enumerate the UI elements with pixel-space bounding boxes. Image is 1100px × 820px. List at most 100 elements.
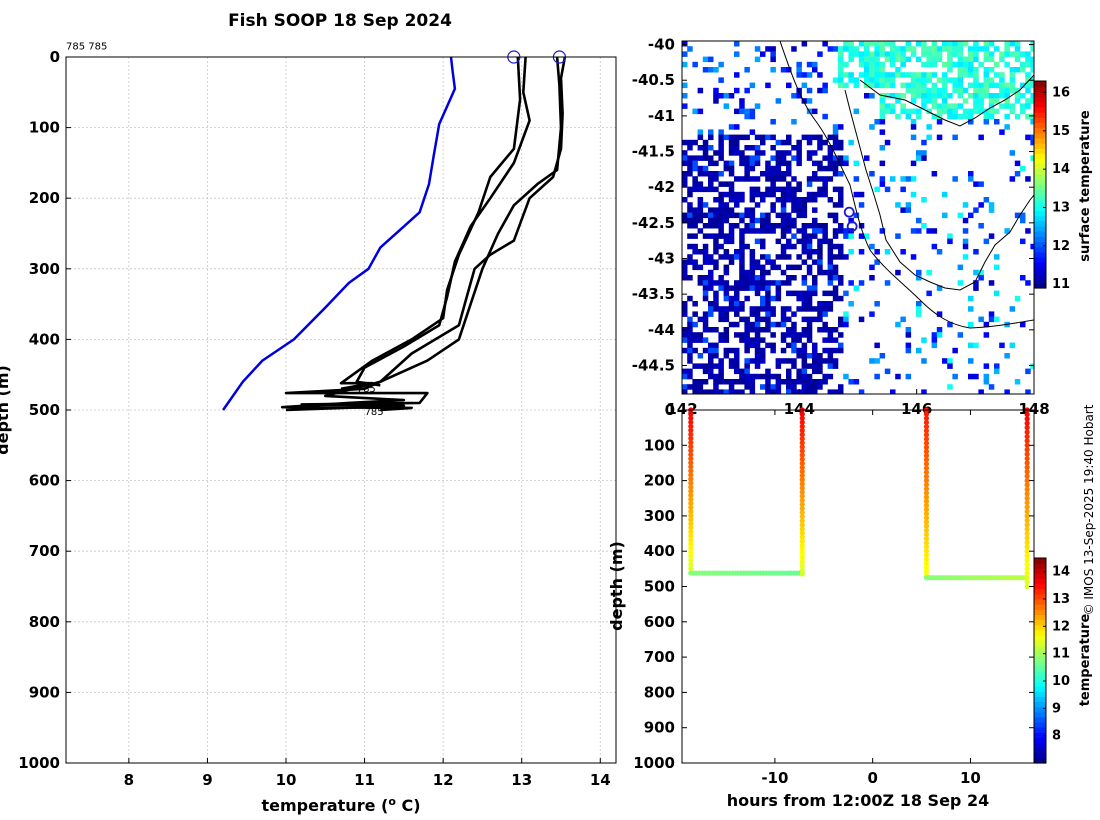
sst-cell [843,72,849,78]
sst-cell [723,207,730,213]
sst-cell [874,72,880,78]
sst-cell [858,223,865,229]
sst-cell [723,191,730,198]
sst-cell [713,197,719,203]
sst-cell [702,150,709,156]
sst-cell [921,139,927,146]
sst-cell [869,243,875,250]
sst-cell [822,155,828,161]
hovmoller-point-descent-1 [688,537,694,543]
sst-cell [702,311,709,317]
sst-cell [890,41,896,47]
hovmoller-point-descent-1 [688,443,694,450]
sst-cell [832,77,839,83]
sst-cell [1009,342,1016,349]
map-colorbar-swatch [1034,220,1046,227]
sst-cell [749,217,756,224]
profile-x-tick-label: 10 [276,771,297,789]
hovmoller-point-ascent-1 [799,571,805,577]
sst-cell [806,332,813,338]
hovmoller-colorbar-tick-label: 13 [1052,592,1070,607]
hovmoller-colorbar-tick-label: 10 [1052,674,1070,689]
sst-cell [812,347,818,354]
sst-cell [1025,389,1031,394]
sst-cell [827,259,834,265]
profile-panel: 8 9 10 11 12 13 140100200300400500600700800900… [0,41,617,815]
sst-cell [858,61,865,68]
sst-cell [890,389,896,394]
sst-cell [718,316,724,323]
sst-cell [765,160,771,167]
sst-cell [754,316,761,323]
sst-cell [822,113,828,120]
sst-cell [983,363,990,369]
hovmoller-y-tick-label: 700 [644,648,675,666]
sst-cell [728,379,735,385]
sst-cell [983,87,990,94]
sst-cell [682,368,688,375]
sst-cell [739,233,745,239]
sst-cell [832,358,839,364]
sst-cell [931,228,938,234]
sst-cell [890,176,896,182]
sst-cell [817,264,823,271]
sst-cell [874,249,880,255]
sst-cell [994,72,1000,78]
hovmoller-point-descent-2 [923,457,930,463]
sst-cell [786,275,792,281]
sst-cell [957,264,964,271]
sst-cell [682,51,688,57]
sst-cell [786,332,792,338]
map-colorbar-swatch [1034,122,1046,129]
sst-cell [942,98,948,104]
sst-cell [718,155,724,161]
sst-cell [780,321,787,328]
sst-cell [744,280,750,286]
sst-cell [843,46,849,52]
sst-cell [890,61,896,68]
sst-cell [916,41,922,47]
map-markers [843,206,858,232]
sst-cell [947,233,953,239]
sst-cell [749,165,756,172]
sst-cell [718,311,724,317]
sst-cell [702,171,709,177]
hovmoller-point-ascent-2 [1024,539,1030,545]
hovmoller-point-ascent-1 [799,452,805,458]
sst-cell [796,61,802,68]
sst-cell [812,228,818,234]
sst-cell [718,191,724,198]
sst-cell [1030,243,1034,250]
sst-cell [682,155,688,161]
sst-cell [1030,134,1034,141]
hovmoller-point-ascent-1 [799,464,805,471]
sst-cell [780,217,787,224]
sst-cell [838,342,844,349]
sst-cell [723,285,730,291]
sst-cell [749,207,756,213]
sst-cell [760,254,766,260]
hovmoller-point-descent-1 [688,476,694,482]
sst-cell [702,389,709,394]
sst-cell [728,228,735,234]
sst-cell [832,243,839,250]
sst-cell [749,275,756,281]
sst-cell [692,301,698,307]
hovmoller-colorbar-swatch [1034,711,1046,718]
hovmoller-point-ascent-2 [1024,425,1030,431]
sst-cell [864,56,870,63]
sst-cell [827,243,834,250]
sst-cell [936,285,943,291]
sst-cell [718,129,724,135]
hovmoller-frame [681,409,1035,764]
sst-cell [739,155,745,161]
sst-cell [817,249,823,255]
sst-cell [754,176,761,182]
hovmoller-point-descent-2 [923,469,930,475]
sst-cell [1030,61,1034,68]
sst-cell [853,108,860,115]
sst-cell [713,259,719,265]
hovmoller-point-descent-1 [688,456,694,462]
hovmoller-point-descent-1 [688,492,694,498]
sst-cell [713,186,719,193]
